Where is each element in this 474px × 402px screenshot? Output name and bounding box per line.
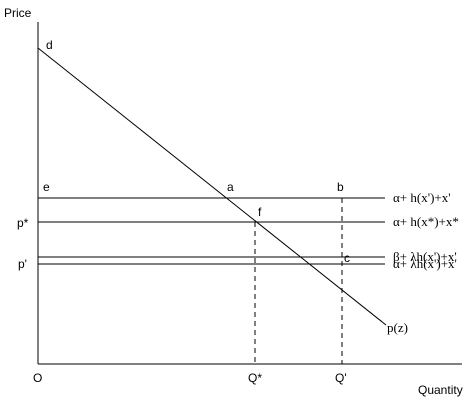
curve-label-2: α+ h(x*)+x*: [393, 214, 459, 229]
x-axis-label: Quantity: [418, 383, 463, 397]
point-f-label: f: [258, 205, 262, 219]
point-e-label: e: [43, 180, 50, 194]
demand-curve-label: p(z): [387, 320, 408, 335]
point-b-label: b: [337, 180, 344, 194]
p-prime-label: p': [18, 257, 27, 271]
q-prime-label: Q': [335, 371, 347, 385]
origin-label: O: [33, 371, 42, 385]
curve-label-3: β+ λh(x')+x': [393, 249, 457, 264]
point-d-label: d: [46, 38, 53, 52]
curve-label-4: α+ λh(x')+x': [393, 256, 457, 271]
q-star-label: Q*: [248, 371, 262, 385]
demand-curve: [37, 47, 387, 326]
curve-label-1: α+ h(x')+x': [393, 190, 451, 205]
point-a-label: a: [227, 180, 234, 194]
point-c-label: c: [344, 251, 350, 265]
y-axis-label: Price: [4, 6, 32, 20]
p-star-label: p*: [17, 216, 29, 230]
